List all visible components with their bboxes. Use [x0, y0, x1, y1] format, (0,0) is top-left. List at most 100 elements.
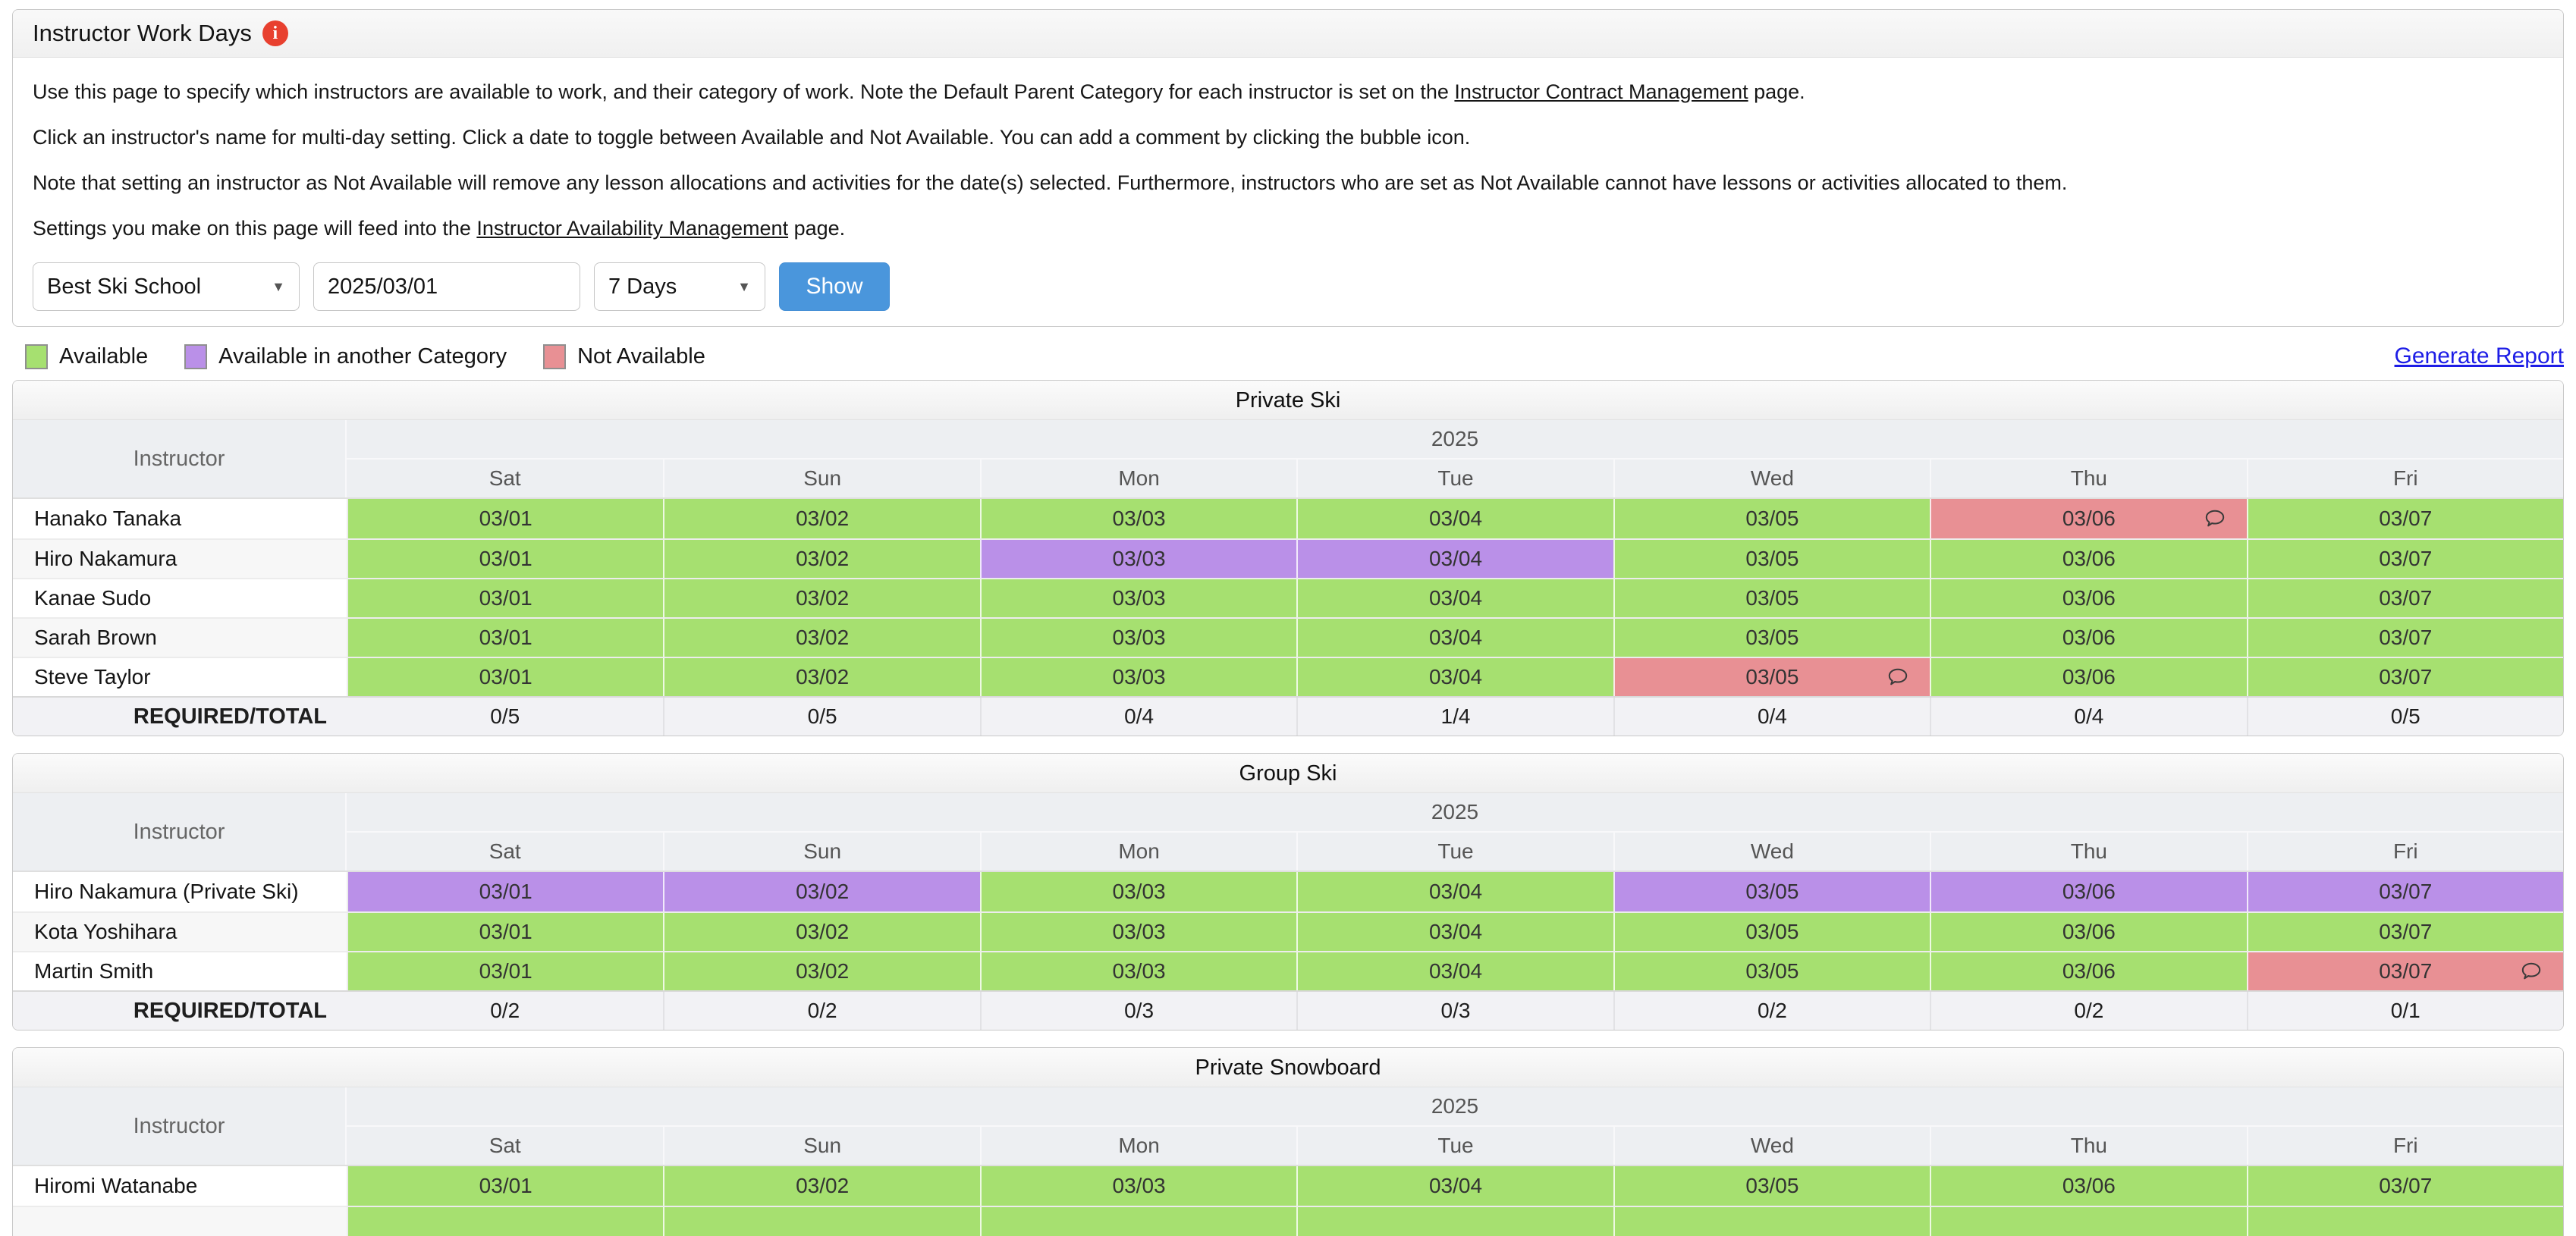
instructor-name[interactable]: Kanae Sudo: [13, 579, 347, 617]
availability-cell[interactable]: 03/05: [1613, 952, 1930, 990]
cell-date: 03/06: [2062, 626, 2116, 649]
availability-cell[interactable]: 03/06: [1930, 619, 2247, 657]
availability-cell[interactable]: 03/03: [979, 952, 1297, 990]
instructor-availability-management-link[interactable]: Instructor Availability Management: [476, 217, 789, 240]
availability-cell[interactable]: 03/04: [1296, 540, 1613, 578]
info-icon[interactable]: i: [262, 20, 288, 46]
availability-cell[interactable]: 03/07: [2246, 872, 2563, 911]
year-header: 2025: [347, 420, 2563, 460]
availability-cell[interactable]: 03/07: [2246, 952, 2563, 990]
availability-cell[interactable]: 03/01: [347, 952, 664, 990]
generate-report-link[interactable]: Generate Report: [2394, 344, 2564, 369]
availability-cell[interactable]: 03/05: [1613, 579, 1930, 617]
availability-cell[interactable]: 03/07: [2246, 913, 2563, 951]
show-button[interactable]: Show: [779, 262, 890, 311]
category-title: Group Ski: [13, 754, 2563, 793]
date-input[interactable]: [313, 262, 580, 311]
availability-cell[interactable]: 03/02: [663, 619, 980, 657]
availability-cell[interactable]: 03/01: [347, 499, 664, 538]
availability-cell[interactable]: 03/05: [1613, 619, 1930, 657]
availability-cell[interactable]: 03/06: [1930, 499, 2247, 538]
day-header: Thu: [1930, 833, 2246, 871]
instructor-name[interactable]: Sarah Brown: [13, 619, 347, 657]
instructor-row: Hiro Nakamura 03/01 03/02 03/03 03/04 03/05 03…: [13, 538, 2563, 578]
availability-cell[interactable]: 03/05: [1613, 1166, 1930, 1206]
availability-cell[interactable]: 03/01: [347, 619, 664, 657]
availability-cell[interactable]: 03/07: [2246, 1166, 2563, 1206]
availability-cell[interactable]: [1613, 1207, 1930, 1236]
availability-cell[interactable]: 03/05: [1613, 913, 1930, 951]
availability-cell[interactable]: 03/02: [663, 1166, 980, 1206]
availability-cell[interactable]: 03/03: [979, 872, 1297, 911]
instructor-name[interactable]: Hiro Nakamura: [13, 540, 347, 578]
day-header: Mon: [979, 1127, 1296, 1165]
availability-cell[interactable]: 03/05: [1613, 658, 1930, 696]
availability-cell[interactable]: 03/02: [663, 952, 980, 990]
instructor-name[interactable]: Hiromi Watanabe: [13, 1166, 347, 1206]
availability-cell[interactable]: [663, 1207, 980, 1236]
instructor-name[interactable]: Hiro Nakamura (Private Ski): [13, 872, 347, 911]
availability-cell[interactable]: 03/01: [347, 658, 664, 696]
day-header: Sat: [488, 839, 521, 863]
instructor-name[interactable]: Hanako Tanaka: [13, 499, 347, 538]
availability-cell[interactable]: 03/06: [1930, 913, 2247, 951]
availability-cell[interactable]: 03/04: [1296, 579, 1613, 617]
page-panel: Instructor Work Days i Use this page to …: [12, 9, 2564, 327]
availability-cell[interactable]: 03/06: [1930, 1166, 2247, 1206]
instructor-name[interactable]: Martin Smith: [13, 952, 347, 990]
availability-cell[interactable]: 03/02: [663, 913, 980, 951]
availability-cell[interactable]: 03/05: [1613, 499, 1930, 538]
availability-cell[interactable]: 03/02: [663, 658, 980, 696]
comment-bubble-icon[interactable]: [2203, 507, 2227, 531]
availability-cell[interactable]: [2246, 1207, 2563, 1236]
days-select[interactable]: 7 Days ▼: [594, 262, 765, 311]
availability-cell[interactable]: 03/01: [347, 540, 664, 578]
school-select[interactable]: Best Ski School ▼: [33, 262, 300, 311]
availability-cell[interactable]: 03/02: [663, 540, 980, 578]
comment-bubble-icon[interactable]: [1886, 665, 1910, 689]
availability-cell[interactable]: 03/01: [347, 579, 664, 617]
availability-cell[interactable]: 03/03: [979, 499, 1297, 538]
availability-cell[interactable]: 03/04: [1296, 872, 1613, 911]
availability-cell[interactable]: [1296, 1207, 1613, 1236]
cell-date: 03/04: [1428, 920, 1483, 943]
availability-cell[interactable]: 03/04: [1296, 619, 1613, 657]
comment-bubble-icon[interactable]: [2519, 959, 2543, 983]
availability-cell[interactable]: 03/06: [1930, 579, 2247, 617]
availability-cell[interactable]: 03/07: [2246, 579, 2563, 617]
instructor-contract-management-link[interactable]: Instructor Contract Management: [1454, 80, 1748, 103]
availability-cell[interactable]: 03/03: [979, 619, 1297, 657]
availability-cell[interactable]: 03/03: [979, 658, 1297, 696]
availability-cell[interactable]: 03/06: [1930, 658, 2247, 696]
instructor-name[interactable]: [13, 1207, 347, 1236]
availability-cell[interactable]: 03/07: [2246, 619, 2563, 657]
availability-cell[interactable]: 03/05: [1613, 872, 1930, 911]
availability-cell[interactable]: 03/01: [347, 872, 664, 911]
availability-cell[interactable]: 03/02: [663, 499, 980, 538]
availability-cell[interactable]: 03/03: [979, 579, 1297, 617]
availability-cell[interactable]: [347, 1207, 664, 1236]
availability-cell[interactable]: 03/06: [1930, 540, 2247, 578]
instructor-name[interactable]: Kota Yoshihara: [13, 913, 347, 951]
availability-cell[interactable]: 03/04: [1296, 658, 1613, 696]
availability-cell[interactable]: 03/05: [1613, 540, 1930, 578]
availability-cell[interactable]: [1930, 1207, 2247, 1236]
availability-cell[interactable]: 03/02: [663, 872, 980, 911]
availability-cell[interactable]: [979, 1207, 1297, 1236]
availability-cell[interactable]: 03/04: [1296, 952, 1613, 990]
availability-cell[interactable]: 03/04: [1296, 499, 1613, 538]
availability-cell[interactable]: 03/03: [979, 540, 1297, 578]
availability-cell[interactable]: 03/04: [1296, 1166, 1613, 1206]
availability-cell[interactable]: 03/01: [347, 913, 664, 951]
availability-cell[interactable]: 03/06: [1930, 952, 2247, 990]
availability-cell[interactable]: 03/06: [1930, 872, 2247, 911]
availability-cell[interactable]: 03/01: [347, 1166, 664, 1206]
availability-cell[interactable]: 03/03: [979, 913, 1297, 951]
availability-cell[interactable]: 03/07: [2246, 540, 2563, 578]
availability-cell[interactable]: 03/07: [2246, 499, 2563, 538]
availability-cell[interactable]: 03/07: [2246, 658, 2563, 696]
availability-cell[interactable]: 03/04: [1296, 913, 1613, 951]
availability-cell[interactable]: 03/03: [979, 1166, 1297, 1206]
instructor-name[interactable]: Steve Taylor: [13, 658, 347, 696]
availability-cell[interactable]: 03/02: [663, 579, 980, 617]
